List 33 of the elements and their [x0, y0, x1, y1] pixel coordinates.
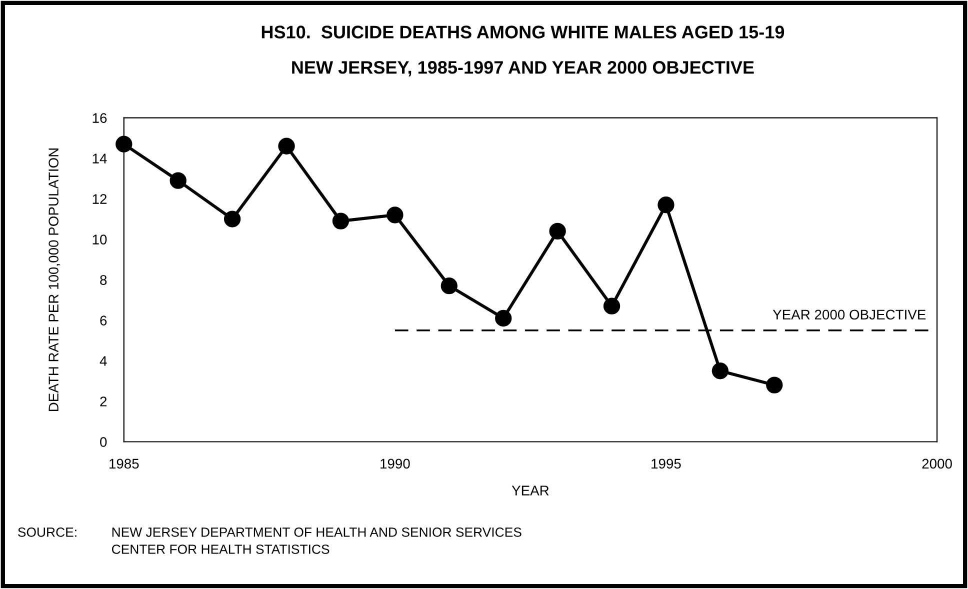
source-note: SOURCE:: [18, 528, 76, 537]
point: [332, 212, 350, 230]
y-tick-label: 8: [100, 275, 107, 285]
series-label: YEAR 2000 OBJECTIVE: [772, 310, 926, 320]
point: [549, 222, 566, 240]
chart-subtitle: NEW JERSEY, 1985-1997 AND YEAR 2000 OBJECTIVE: [292, 61, 754, 76]
point: [603, 298, 620, 314]
y-tick-label: 4: [100, 356, 107, 366]
y-tick-label: 6: [100, 316, 107, 326]
y-tick-label: 10: [92, 234, 107, 244]
y-tick-label: 2: [100, 396, 107, 406]
point: [658, 196, 674, 214]
x-tick-label: 2000: [922, 458, 952, 469]
point: [170, 172, 186, 189]
point: [224, 210, 241, 228]
y-tick-label: 16: [92, 113, 107, 123]
y-axis-title: DEATH RATE PER 100,000 POPULATION: [48, 148, 60, 412]
point: [386, 206, 404, 224]
y-tick-label: 12: [92, 194, 107, 204]
x-tick-label: 1985: [110, 458, 139, 469]
y-tick-label: 0: [100, 437, 107, 447]
text: NEW JERSEY DEPARTMENT OF HEALTH AND SENIOR SERVICES CENTER FOR HEALTH STATISTICS: [112, 528, 522, 554]
point: [712, 362, 729, 380]
chart-title: HS10. SUICIDE DEATHS AMONG WHITE MALES AGED 15-19: [262, 26, 784, 38]
point: [116, 136, 132, 152]
point: [766, 376, 783, 394]
point: [495, 310, 512, 327]
x-tick-label: 1990: [380, 458, 410, 469]
x-axis-title: YEAR: [512, 486, 549, 496]
point: [278, 138, 295, 154]
x-tick-label: 1995: [652, 458, 681, 469]
point: [440, 278, 458, 294]
y-tick-label: 14: [92, 154, 107, 164]
